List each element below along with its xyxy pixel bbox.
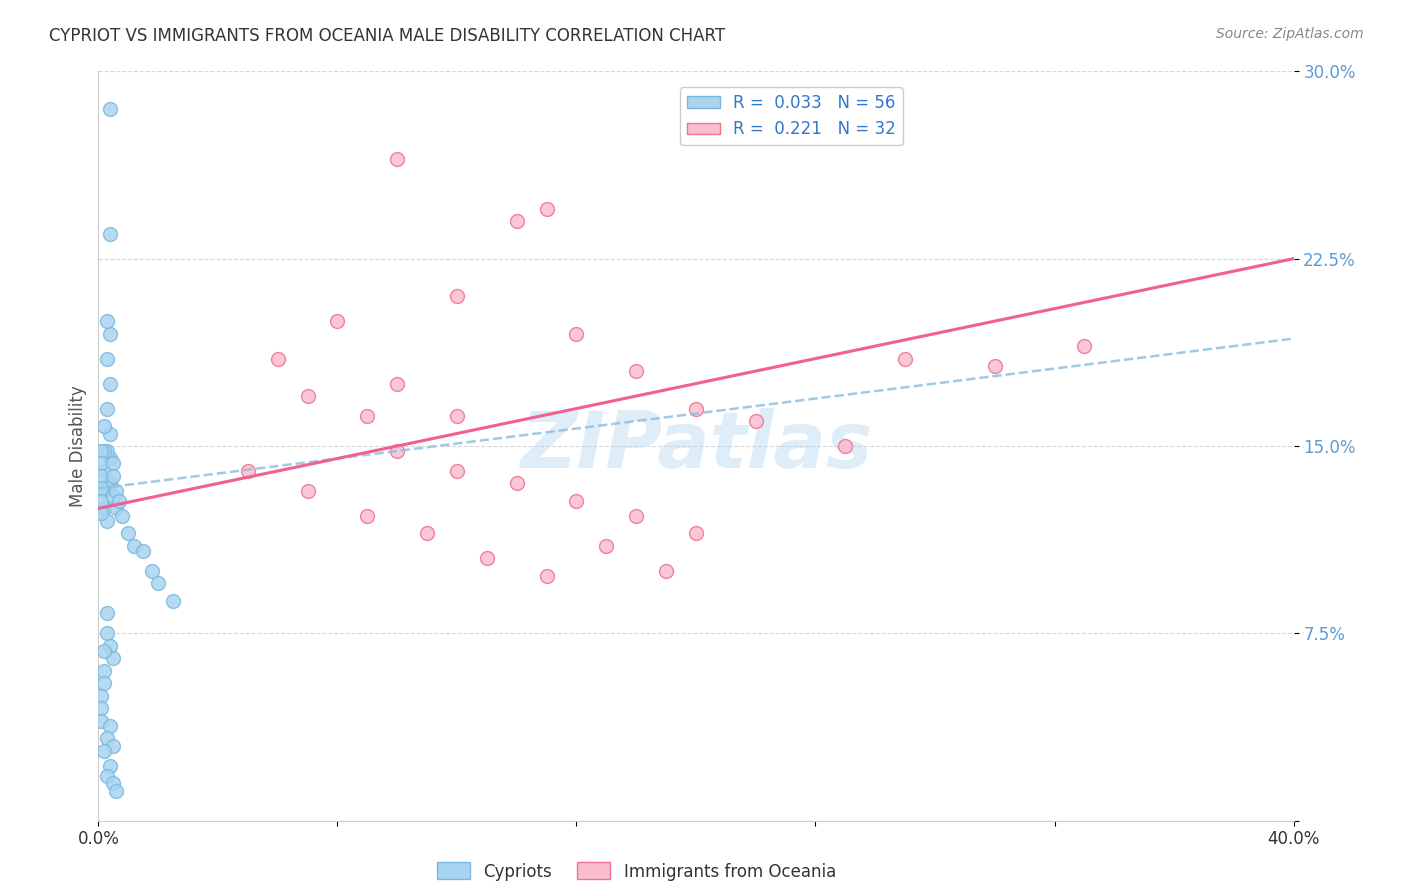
Point bbox=[98, 719, 122, 733]
Point bbox=[90, 689, 112, 703]
Point bbox=[98, 476, 122, 491]
Point bbox=[98, 102, 122, 116]
Text: Source: ZipAtlas.com: Source: ZipAtlas.com bbox=[1216, 27, 1364, 41]
Point bbox=[90, 457, 112, 471]
Point bbox=[984, 359, 1007, 373]
Point bbox=[267, 351, 290, 366]
Point bbox=[93, 664, 115, 678]
Point bbox=[93, 501, 115, 516]
Point bbox=[93, 464, 115, 478]
Point bbox=[162, 594, 184, 608]
Point bbox=[93, 644, 115, 658]
Point bbox=[446, 409, 468, 423]
Point bbox=[446, 289, 468, 303]
Point bbox=[894, 351, 917, 366]
Point bbox=[565, 326, 588, 341]
Text: CYPRIOT VS IMMIGRANTS FROM OCEANIA MALE DISABILITY CORRELATION CHART: CYPRIOT VS IMMIGRANTS FROM OCEANIA MALE … bbox=[49, 27, 725, 45]
Point bbox=[124, 539, 146, 553]
Point bbox=[96, 607, 118, 621]
Point bbox=[90, 444, 112, 458]
Point bbox=[536, 569, 558, 583]
Point bbox=[96, 401, 118, 416]
Point bbox=[96, 482, 118, 496]
Point bbox=[98, 451, 122, 466]
Point bbox=[356, 508, 378, 523]
Point bbox=[416, 526, 439, 541]
Point bbox=[385, 152, 409, 166]
Point bbox=[236, 464, 259, 478]
Point bbox=[536, 202, 558, 216]
Point bbox=[506, 214, 529, 228]
Point bbox=[141, 564, 163, 578]
Point bbox=[108, 494, 131, 508]
Text: ZIPatlas: ZIPatlas bbox=[520, 408, 872, 484]
Y-axis label: Male Disability: Male Disability bbox=[69, 385, 87, 507]
Point bbox=[111, 508, 134, 523]
Point bbox=[103, 489, 125, 503]
Legend: Cypriots, Immigrants from Oceania: Cypriots, Immigrants from Oceania bbox=[430, 855, 842, 888]
Point bbox=[98, 326, 122, 341]
Point bbox=[297, 483, 319, 498]
Point bbox=[103, 739, 125, 753]
Point bbox=[105, 501, 128, 516]
Point bbox=[96, 626, 118, 640]
Point bbox=[103, 457, 125, 471]
Point bbox=[93, 483, 115, 498]
Point bbox=[105, 783, 128, 797]
Point bbox=[96, 314, 118, 328]
Point bbox=[93, 744, 115, 758]
Point bbox=[96, 351, 118, 366]
Point bbox=[565, 494, 588, 508]
Point bbox=[98, 227, 122, 241]
Point bbox=[93, 676, 115, 690]
Point bbox=[834, 439, 856, 453]
Point bbox=[745, 414, 768, 428]
Point bbox=[326, 314, 349, 328]
Point bbox=[90, 469, 112, 483]
Point bbox=[90, 494, 112, 508]
Point bbox=[98, 758, 122, 772]
Point bbox=[90, 507, 112, 521]
Point bbox=[90, 714, 112, 728]
Point bbox=[117, 526, 139, 541]
Point bbox=[98, 639, 122, 653]
Point bbox=[93, 419, 115, 434]
Point bbox=[132, 544, 155, 558]
Point bbox=[96, 444, 118, 458]
Point bbox=[96, 731, 118, 746]
Point bbox=[475, 551, 498, 566]
Point bbox=[685, 526, 707, 541]
Point bbox=[103, 469, 125, 483]
Point bbox=[626, 508, 648, 523]
Point bbox=[103, 651, 125, 665]
Point bbox=[1073, 339, 1095, 353]
Point bbox=[506, 476, 529, 491]
Point bbox=[655, 564, 678, 578]
Point bbox=[96, 769, 118, 783]
Point bbox=[105, 483, 128, 498]
Point bbox=[297, 389, 319, 403]
Point bbox=[98, 376, 122, 391]
Point bbox=[90, 701, 112, 715]
Point bbox=[385, 376, 409, 391]
Point bbox=[93, 444, 115, 458]
Point bbox=[385, 444, 409, 458]
Point bbox=[103, 776, 125, 790]
Point bbox=[595, 539, 617, 553]
Point bbox=[98, 426, 122, 441]
Point bbox=[685, 401, 707, 416]
Point bbox=[626, 364, 648, 378]
Point bbox=[356, 409, 378, 423]
Point bbox=[148, 576, 170, 591]
Point bbox=[90, 482, 112, 496]
Point bbox=[446, 464, 468, 478]
Point bbox=[96, 514, 118, 528]
